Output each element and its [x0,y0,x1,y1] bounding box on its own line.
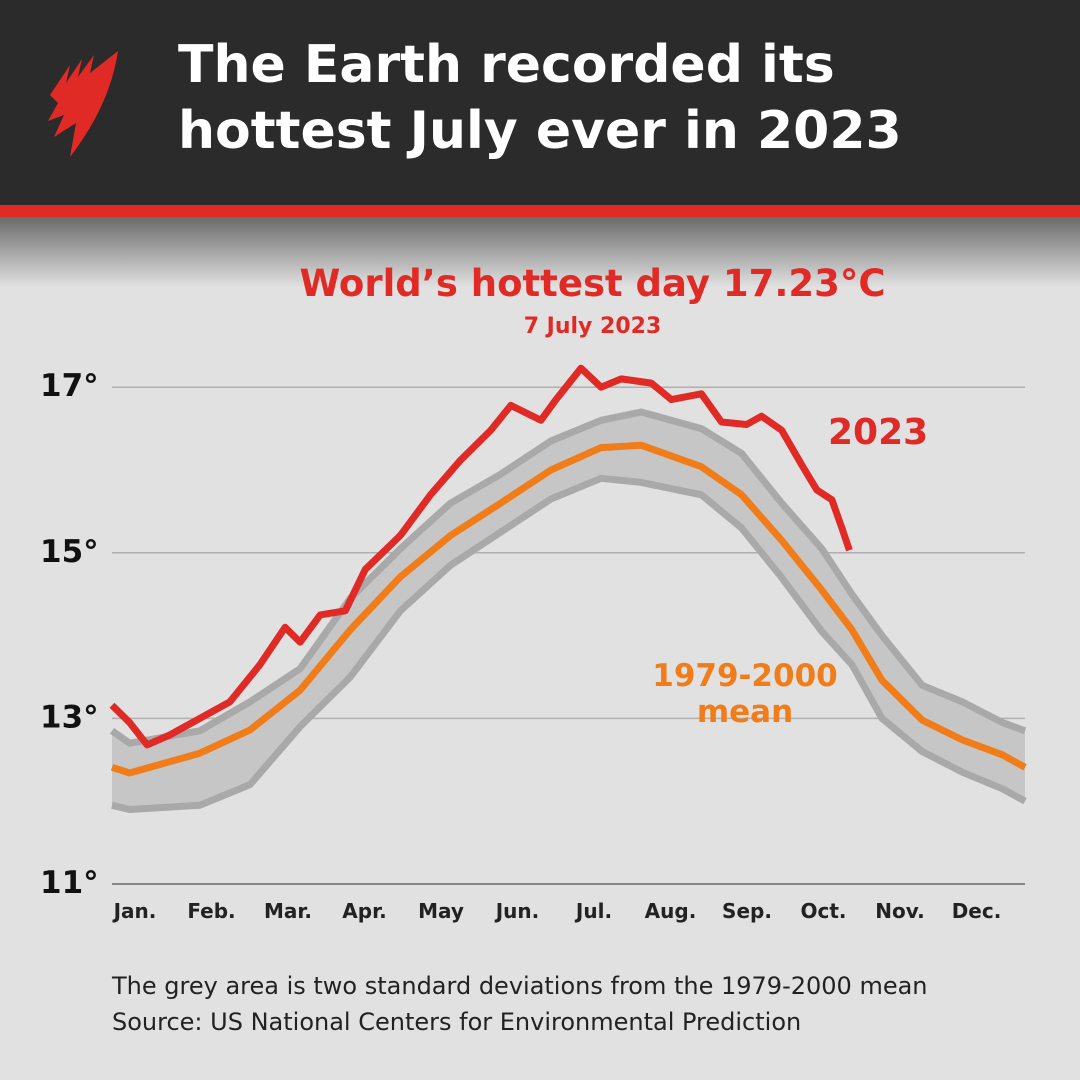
red-divider [0,205,1080,217]
series-2023-label: 2023 [828,412,929,453]
series-2023-line [109,364,853,749]
x-tick-label: Jul. [574,899,612,923]
x-tick-label: May [418,899,464,923]
header-bar [0,0,1080,205]
band-lower-edge [111,474,1027,813]
std-dev-band [112,412,1025,810]
y-tick-label: 11° [40,865,99,901]
source: Source: US National Centers for Environm… [112,1008,802,1036]
series-mean-label: 1979-2000 mean [652,658,838,730]
hottest-day-date: 7 July 2023 [523,314,662,339]
x-tick-label: Mar. [264,899,312,923]
x-tick-label: Oct. [800,899,846,923]
x-tick-label: Apr. [342,899,386,923]
hottest-day-headline: World’s hottest day 17.23°C [299,262,886,305]
y-tick-label: 17° [40,368,99,404]
x-tick-label: Aug. [645,899,697,923]
y-tick-label: 13° [40,699,99,735]
series-mean-line [110,441,1027,777]
x-tick-label: Nov. [875,899,924,923]
band-upper-edge [109,408,1027,747]
header-shadow [0,217,1080,287]
x-tick-label: Feb. [187,899,235,923]
x-tick-label: Jan. [112,899,157,923]
x-tick-label: Jun. [494,899,540,923]
y-tick-label: 15° [40,534,99,570]
footer: The grey area is two standard deviations… [112,968,928,1040]
sbs-logo-icon [48,51,118,157]
page-title: The Earth recorded its hottest July ever … [178,35,902,161]
footnote: The grey area is two standard deviations… [112,972,928,1000]
x-tick-label: Dec. [952,899,1002,923]
x-tick-label: Sep. [722,899,772,923]
